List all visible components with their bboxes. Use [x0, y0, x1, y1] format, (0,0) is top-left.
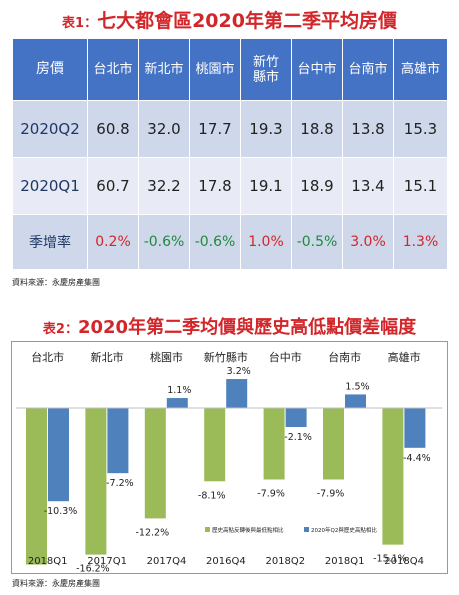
- category-label-taichung: 台中市: [269, 350, 302, 364]
- city-header-taichung: 台中市: [291, 38, 343, 101]
- label-green-taoyuan: -12.2%: [135, 527, 169, 538]
- table-cell: 18.8: [291, 100, 343, 158]
- label-blue-taichung: -2.1%: [284, 432, 312, 443]
- legend-label-blue: 2020年Q2與歷史高點相比: [311, 526, 377, 534]
- label-green-kaohsiung: -15.1%: [373, 554, 407, 565]
- period-label-new-taipei: 2017Q1: [87, 556, 127, 567]
- table-cell: -0.6%: [138, 214, 190, 270]
- table1-title: 表1：七大都會區2020年第二季平均房價: [0, 6, 459, 33]
- table1-title-label: 表1：: [62, 16, 98, 31]
- period-label-taipei: 2018Q1: [28, 556, 68, 567]
- bar-blue-taoyuan: [166, 398, 188, 408]
- label-green-new-taipei: -16.2%: [76, 564, 110, 573]
- row-label: 季增率: [12, 214, 88, 270]
- table-header-row: 房價 台北市 新北市 桃園市 新竹縣市 台中市 台南市 高雄市: [12, 38, 448, 101]
- bar-blue-new-taipei: [107, 408, 129, 474]
- period-label-kaohsiung: 2018Q4: [384, 556, 424, 567]
- bar-green-taoyuan: [144, 408, 166, 519]
- table-cell: 1.3%: [393, 214, 448, 270]
- table-cell: 17.8: [189, 157, 241, 215]
- bar-blue-kaohsiung: [404, 408, 426, 448]
- label-blue-kaohsiung: -4.4%: [403, 453, 431, 464]
- bar-green-kaohsiung: [382, 408, 404, 545]
- table-cell: 60.7: [87, 157, 139, 215]
- table-cell: 15.3: [393, 100, 448, 158]
- bar-blue-taichung: [285, 408, 307, 428]
- table1-title-text: 七大都會區2020年第二季平均房價: [97, 10, 397, 32]
- row-label: 2020Q2: [12, 100, 88, 158]
- bar-blue-taipei: [48, 408, 69, 502]
- label-blue-tainan: 1.5%: [345, 381, 369, 392]
- table-cell: -0.6%: [189, 214, 241, 270]
- category-label-kaohsiung: 高雄市: [388, 350, 421, 364]
- city-header-hsinchu: 新竹縣市: [240, 38, 292, 101]
- bar-green-hsinchu: [204, 408, 226, 482]
- table-cell: 17.7: [189, 100, 241, 158]
- bar-green-taichung: [263, 408, 285, 480]
- table-cell: 13.4: [342, 157, 394, 215]
- table-cell: 13.8: [342, 100, 394, 158]
- bar-blue-tainan: [345, 394, 366, 408]
- period-label-taichung: 2018Q2: [265, 556, 305, 567]
- category-label-new-taipei: 新北市: [91, 350, 124, 364]
- table-cell: 0.2%: [87, 214, 139, 270]
- label-blue-hsinchu: 3.2%: [227, 366, 251, 377]
- bar-green-tainan: [323, 408, 344, 480]
- city-header-taoyuan: 桃園市: [189, 38, 241, 101]
- table-row-2020q1: 2020Q1 60.7 32.2 17.8 19.1 18.9 13.4 15.…: [12, 157, 448, 215]
- table-cell: 3.0%: [342, 214, 394, 270]
- category-label-taoyuan: 桃園市: [150, 350, 183, 364]
- table2-source: 資料來源：永慶房產集團: [12, 579, 100, 588]
- table2-title-label: 表2：: [42, 322, 78, 337]
- table2-title-text: 2020年第二季均價與歷史高低點價差幅度: [77, 317, 417, 338]
- table-cell: 1.0%: [240, 214, 292, 270]
- label-green-hsinchu: -8.1%: [198, 490, 226, 501]
- table2-title: 表2：2020年第二季均價與歷史高低點價差幅度: [0, 313, 459, 339]
- label-blue-new-taipei: -7.2%: [106, 478, 134, 489]
- row-label: 2020Q1: [12, 157, 88, 215]
- price-table: 房價 台北市 新北市 桃園市 新竹縣市 台中市 台南市 高雄市 2020Q2 6…: [12, 38, 448, 270]
- category-label-hsinchu: 新竹縣市: [204, 350, 248, 364]
- table-cell: 32.2: [138, 157, 190, 215]
- period-label-tainan: 2018Q1: [325, 556, 365, 567]
- city-header-taipei: 台北市: [87, 38, 139, 101]
- table-cell: 19.1: [240, 157, 292, 215]
- bar-green-taipei: [26, 408, 47, 565]
- period-label-taoyuan: 2017Q4: [147, 556, 187, 567]
- category-label-taipei: 台北市: [31, 350, 64, 364]
- bar-green-new-taipei: [85, 408, 107, 555]
- period-label-hsinchu: 2016Q4: [206, 556, 246, 567]
- table1-source: 資料來源：永慶房產集團: [12, 278, 100, 287]
- label-green-tainan: -7.9%: [317, 488, 345, 499]
- row-header-cell: 房價: [12, 38, 88, 101]
- city-header-tainan: 台南市: [342, 38, 394, 101]
- label-green-taichung: -7.9%: [257, 488, 285, 499]
- table-cell: 60.8: [87, 100, 139, 158]
- legend-swatch-blue: [304, 527, 309, 532]
- table-cell: 19.3: [240, 100, 292, 158]
- legend-swatch-green: [205, 527, 210, 532]
- table-cell: 15.1: [393, 157, 448, 215]
- city-header-kaohsiung: 高雄市: [393, 38, 448, 101]
- category-label-tainan: 台南市: [328, 350, 361, 364]
- table-cell: 18.9: [291, 157, 343, 215]
- chart-canvas: 台北市-17.3%-10.3%2018Q1新北市-16.2%-7.2%2017Q…: [16, 350, 442, 585]
- city-header-new-taipei: 新北市: [138, 38, 190, 101]
- legend-label-green: 歷史高點反轉後與最低點相比: [212, 526, 284, 534]
- price-gap-chart: 台北市-17.3%-10.3%2018Q1新北市-16.2%-7.2%2017Q…: [11, 341, 448, 585]
- label-blue-taipei: -10.3%: [44, 506, 78, 517]
- bar-blue-hsinchu: [226, 379, 248, 408]
- table-row-2020q2: 2020Q2 60.8 32.0 17.7 19.3 18.8 13.8 15.…: [12, 100, 448, 158]
- label-blue-taoyuan: 1.1%: [167, 385, 191, 396]
- table-cell: 32.0: [138, 100, 190, 158]
- table-row-growth: 季增率 0.2% -0.6% -0.6% 1.0% -0.5% 3.0% 1.3…: [12, 214, 448, 270]
- table-cell: -0.5%: [291, 214, 343, 270]
